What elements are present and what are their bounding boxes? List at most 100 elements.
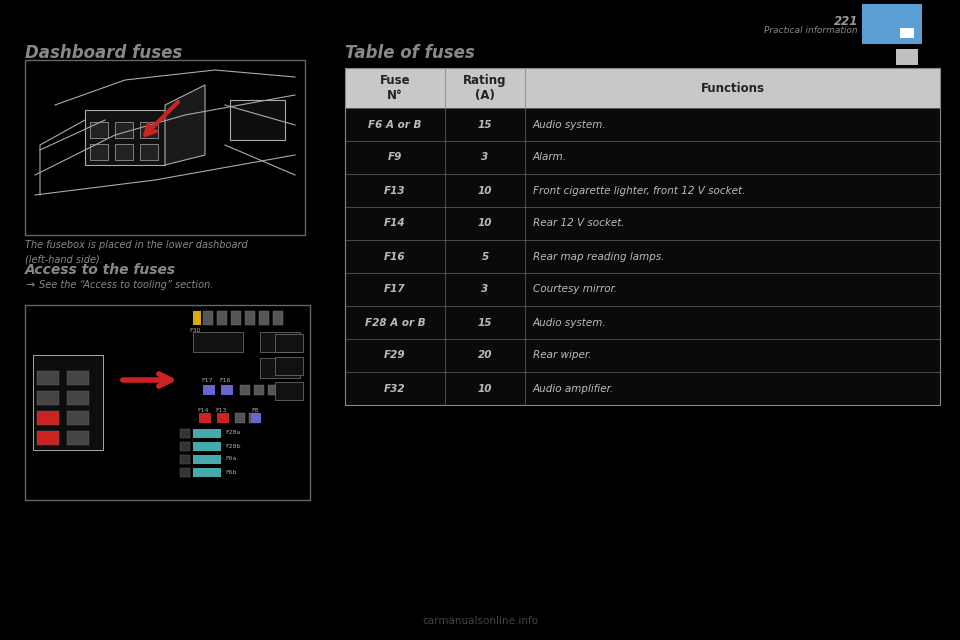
Bar — [115, 144, 133, 160]
Bar — [180, 429, 190, 438]
Bar — [180, 455, 190, 464]
Text: Front cigarette lighter, front 12 V socket.: Front cigarette lighter, front 12 V sock… — [533, 186, 745, 195]
Bar — [25, 60, 305, 235]
Text: Audio system.: Audio system. — [533, 317, 607, 328]
Bar — [203, 311, 213, 325]
Bar — [85, 110, 165, 165]
Text: F6a: F6a — [225, 456, 236, 461]
Bar — [345, 174, 940, 207]
Bar — [345, 68, 940, 108]
Bar — [345, 68, 940, 405]
Bar — [217, 413, 229, 423]
Text: 10: 10 — [478, 383, 492, 394]
Text: F17: F17 — [202, 378, 213, 383]
Bar — [235, 413, 245, 423]
Bar — [199, 413, 211, 423]
Text: F17: F17 — [384, 285, 406, 294]
Polygon shape — [165, 85, 205, 165]
Bar — [90, 144, 108, 160]
Bar — [193, 429, 221, 438]
Text: Practical information: Practical information — [764, 26, 858, 35]
Bar — [345, 339, 940, 372]
Text: F13: F13 — [384, 186, 406, 195]
Bar — [67, 411, 89, 425]
Bar — [251, 413, 261, 423]
Bar — [67, 431, 89, 445]
Text: F29: F29 — [384, 351, 406, 360]
Text: F13: F13 — [215, 408, 227, 413]
Text: Access to the fuses: Access to the fuses — [25, 263, 176, 277]
Text: F28b: F28b — [225, 444, 241, 449]
Bar — [900, 28, 914, 38]
Text: 15: 15 — [478, 317, 492, 328]
Bar — [180, 442, 190, 451]
Text: 3: 3 — [481, 152, 489, 163]
Text: F6 A or B: F6 A or B — [369, 120, 421, 129]
Text: See the “Access to tooling” section.: See the “Access to tooling” section. — [39, 280, 213, 290]
Text: Rear 12 V socket.: Rear 12 V socket. — [533, 218, 625, 228]
Text: F14: F14 — [384, 218, 406, 228]
Bar — [193, 442, 221, 451]
Bar — [862, 4, 922, 44]
Bar — [345, 240, 940, 273]
Bar — [140, 144, 158, 160]
Bar — [180, 468, 190, 477]
Text: 5: 5 — [481, 252, 489, 262]
Text: 3: 3 — [481, 285, 489, 294]
Text: F28 A or B: F28 A or B — [365, 317, 425, 328]
Bar — [33, 355, 103, 450]
Bar — [115, 122, 133, 138]
Bar — [275, 334, 303, 352]
Bar — [231, 311, 241, 325]
Bar — [345, 372, 940, 405]
Text: Table of fuses: Table of fuses — [345, 44, 475, 62]
Text: F6b: F6b — [225, 470, 236, 474]
Text: Audio system.: Audio system. — [533, 120, 607, 129]
Bar — [25, 305, 310, 500]
Bar — [896, 49, 918, 65]
Bar — [268, 385, 278, 395]
Text: Courtesy mirror.: Courtesy mirror. — [533, 285, 617, 294]
Text: F28a: F28a — [225, 431, 240, 435]
Bar — [203, 385, 215, 395]
Bar — [67, 391, 89, 405]
Text: Alarm.: Alarm. — [533, 152, 567, 163]
Bar — [193, 468, 221, 477]
Bar — [240, 385, 250, 395]
Text: F32: F32 — [384, 383, 406, 394]
Text: F8: F8 — [252, 408, 259, 413]
Text: 15: 15 — [478, 120, 492, 129]
Text: carmanualsonline.info: carmanualsonline.info — [422, 616, 538, 626]
Bar — [217, 311, 227, 325]
Text: Fuse
N°: Fuse N° — [380, 74, 410, 102]
Bar — [193, 332, 243, 352]
Bar — [230, 100, 285, 140]
Text: Functions: Functions — [701, 81, 764, 95]
Bar — [140, 122, 158, 138]
Bar — [260, 332, 300, 352]
Text: 20: 20 — [478, 351, 492, 360]
Text: The fusebox is placed in the lower dashboard
(left-hand side).: The fusebox is placed in the lower dashb… — [25, 240, 248, 264]
Bar — [345, 207, 940, 240]
Bar — [249, 413, 259, 423]
Bar — [37, 371, 59, 385]
Text: Audio amplifier.: Audio amplifier. — [533, 383, 614, 394]
Bar — [345, 141, 940, 174]
Text: F16: F16 — [219, 378, 230, 383]
Bar — [275, 382, 303, 400]
Bar — [67, 371, 89, 385]
Text: 10: 10 — [478, 218, 492, 228]
Bar — [260, 358, 300, 378]
Text: 10: 10 — [478, 186, 492, 195]
Bar — [37, 391, 59, 405]
Text: Rear map reading lamps.: Rear map reading lamps. — [533, 252, 664, 262]
Text: Dashboard fuses: Dashboard fuses — [25, 44, 182, 62]
Bar — [254, 385, 264, 395]
Bar — [90, 122, 108, 138]
Bar — [273, 311, 283, 325]
Text: →: → — [25, 280, 35, 290]
Bar — [345, 306, 940, 339]
Bar — [275, 357, 303, 375]
Bar — [245, 311, 255, 325]
Bar — [193, 311, 201, 325]
